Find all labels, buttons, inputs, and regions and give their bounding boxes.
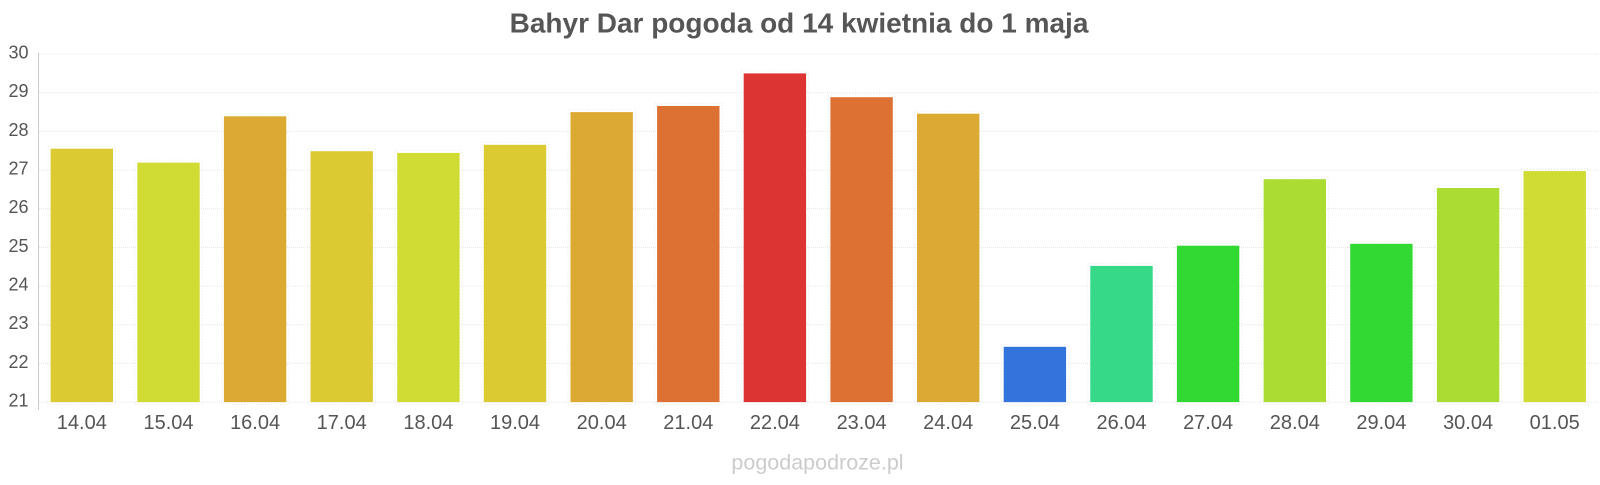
svg-text:01.05: 01.05 <box>1530 412 1580 434</box>
svg-text:17.04: 17.04 <box>317 412 367 434</box>
svg-text:18.04: 18.04 <box>403 412 453 434</box>
svg-text:29: 29 <box>8 81 28 101</box>
svg-text:25.04: 25.04 <box>1010 412 1060 434</box>
svg-text:14.04: 14.04 <box>57 412 107 434</box>
svg-text:24: 24 <box>8 275 28 295</box>
svg-text:22.04: 22.04 <box>750 412 800 434</box>
svg-text:23: 23 <box>8 313 28 333</box>
svg-text:28.04: 28.04 <box>1270 412 1320 434</box>
svg-text:26.04: 26.04 <box>1096 412 1146 434</box>
svg-text:Bahyr Dar pogoda od 14 kwietni: Bahyr Dar pogoda od 14 kwietnia do 1 maj… <box>510 7 1089 38</box>
svg-text:28: 28 <box>8 120 28 140</box>
svg-text:21: 21 <box>8 391 28 411</box>
svg-text:19.04: 19.04 <box>490 412 540 434</box>
svg-text:24.04: 24.04 <box>923 412 973 434</box>
svg-text:29.04: 29.04 <box>1356 412 1406 434</box>
svg-text:22: 22 <box>8 352 28 372</box>
svg-text:pogodapodroze.pl: pogodapodroze.pl <box>731 451 903 475</box>
svg-text:26: 26 <box>8 197 28 217</box>
svg-text:27: 27 <box>8 159 28 179</box>
svg-text:15.04: 15.04 <box>143 412 193 434</box>
svg-text:27.04: 27.04 <box>1183 412 1233 434</box>
svg-text:16.04: 16.04 <box>230 412 280 434</box>
svg-text:23.04: 23.04 <box>837 412 887 434</box>
svg-text:20.04: 20.04 <box>577 412 627 434</box>
svg-text:30: 30 <box>8 43 28 63</box>
svg-text:21.04: 21.04 <box>663 412 713 434</box>
svg-text:30.04: 30.04 <box>1443 412 1493 434</box>
svg-text:25: 25 <box>8 236 28 256</box>
